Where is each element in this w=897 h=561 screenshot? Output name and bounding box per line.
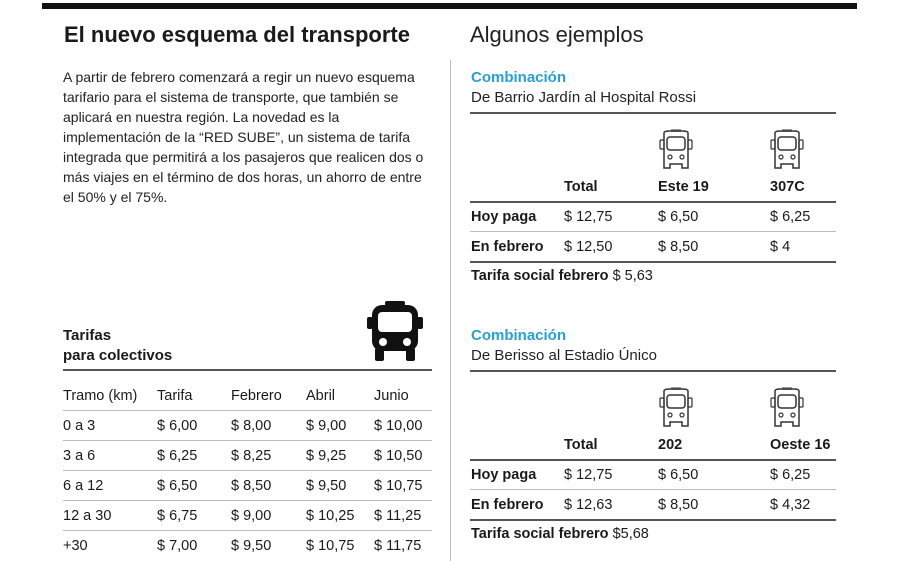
cell: $ 9,00 xyxy=(306,410,374,441)
row-divider xyxy=(470,231,836,232)
bus-icon xyxy=(768,386,806,433)
bus-icon xyxy=(367,301,423,361)
cell: $ 6,25 xyxy=(157,440,231,471)
main-title: El nuevo esquema del transporte xyxy=(64,22,410,47)
social-fare: Tarifa social febrero $5,68 xyxy=(471,526,649,542)
cell: $ 10,50 xyxy=(374,440,432,471)
route-label: De Berisso al Estadio Único xyxy=(471,347,657,364)
row-label: En febrero xyxy=(471,239,544,255)
column-header: 202 xyxy=(658,437,683,453)
price-cell: $ 4,32 xyxy=(770,497,811,513)
cell: $ 11,25 xyxy=(374,500,432,531)
cell: $ 9,00 xyxy=(231,500,306,531)
header-rule xyxy=(470,201,836,203)
column-divider xyxy=(450,60,451,561)
table-row: 6 a 12 $ 6,50 $ 8,50 $ 9,50 $ 10,75 xyxy=(63,470,432,501)
route-label: De Barrio Jardín al Hospital Rossi xyxy=(471,89,697,106)
cell: 3 a 6 xyxy=(63,440,157,471)
cell: 6 a 12 xyxy=(63,470,157,501)
column-header: Este 19 xyxy=(658,179,709,195)
cell: $ 6,00 xyxy=(157,410,231,441)
fares-title-line2: para colectivos xyxy=(63,347,173,364)
table-row: 0 a 3 $ 6,00 $ 8,00 $ 9,00 $ 10,00 xyxy=(63,410,432,441)
row-divider xyxy=(470,489,836,490)
social-fare-label: Tarifa social febrero xyxy=(471,268,609,284)
fares-rule xyxy=(63,369,432,371)
cell: 0 a 3 xyxy=(63,410,157,441)
social-fare-label: Tarifa social febrero xyxy=(471,526,609,542)
bus-icon xyxy=(657,128,695,175)
cell: +30 xyxy=(63,530,157,560)
price-cell: $ 6,25 xyxy=(770,209,811,225)
column-header: Total xyxy=(564,179,598,195)
bus-icon xyxy=(657,386,695,433)
cell: $ 10,75 xyxy=(306,530,374,560)
cell: $ 8,50 xyxy=(231,470,306,501)
table-row: +30 $ 7,00 $ 9,50 $ 10,75 $ 11,75 xyxy=(63,530,432,560)
combination-label: Combinación xyxy=(471,327,567,344)
intro-paragraph: A partir de febrero comenzará a regir un… xyxy=(63,69,424,205)
bottom-rule xyxy=(470,261,836,263)
column-header: Oeste 16 xyxy=(770,437,831,453)
table-header-row: Tramo (km) Tarifa Febrero Abril Junio xyxy=(63,381,432,411)
column-header: 307C xyxy=(770,179,805,195)
route-rule xyxy=(470,370,836,372)
price-cell: $ 6,25 xyxy=(770,467,811,483)
cell: $ 10,75 xyxy=(374,470,432,501)
price-cell: $ 8,50 xyxy=(658,497,699,513)
cell: $ 8,00 xyxy=(231,410,306,441)
bus-icon xyxy=(768,128,806,175)
header-cell: Febrero xyxy=(231,387,282,404)
cell: $ 8,25 xyxy=(231,440,306,471)
combination-label: Combinación xyxy=(471,69,567,86)
cell: $ 9,25 xyxy=(306,440,374,471)
price-cell: $ 6,50 xyxy=(658,467,699,483)
social-fare-value: $5,68 xyxy=(612,526,649,542)
cell: $ 6,50 xyxy=(157,470,231,501)
row-label: Hoy paga xyxy=(471,209,537,225)
social-fare-value: $ 5,63 xyxy=(612,268,653,284)
price-cell: $ 6,50 xyxy=(658,209,699,225)
price-cell: $ 12,75 xyxy=(564,209,613,225)
header-rule xyxy=(470,459,836,461)
route-rule xyxy=(470,112,836,114)
fares-table-title: Tarifas para colectivos xyxy=(63,326,172,366)
header-cell: Tarifa xyxy=(157,387,193,404)
price-cell: $ 12,50 xyxy=(564,239,613,255)
cell: $ 9,50 xyxy=(231,530,306,560)
header-cell: Abril xyxy=(306,387,336,404)
fares-title-line1: Tarifas xyxy=(63,327,112,344)
row-label: Hoy paga xyxy=(471,467,537,483)
header-cell: Tramo (km) xyxy=(63,387,138,404)
row-label: En febrero xyxy=(471,497,544,513)
social-fare: Tarifa social febrero $ 5,63 xyxy=(471,268,653,284)
price-cell: $ 12,63 xyxy=(564,497,613,513)
table-row: 12 a 30 $ 6,75 $ 9,00 $ 10,25 $ 11,25 xyxy=(63,500,432,531)
price-cell: $ 12,75 xyxy=(564,467,613,483)
fares-table: Tramo (km) Tarifa Febrero Abril Junio 0 … xyxy=(63,381,432,560)
price-cell: $ 8,50 xyxy=(658,239,699,255)
cell: $ 11,75 xyxy=(374,530,432,560)
cell: $ 10,00 xyxy=(374,410,432,441)
top-bar xyxy=(42,3,857,9)
cell: $ 10,25 xyxy=(306,500,374,531)
price-cell: $ 4 xyxy=(770,239,791,255)
cell: 12 a 30 xyxy=(63,500,157,531)
cell: $ 7,00 xyxy=(157,530,231,560)
cell: $ 9,50 xyxy=(306,470,374,501)
header-cell: Junio xyxy=(374,387,409,404)
table-row: 3 a 6 $ 6,25 $ 8,25 $ 9,25 $ 10,50 xyxy=(63,440,432,471)
cell: $ 6,75 xyxy=(157,500,231,531)
examples-title: Algunos ejemplos xyxy=(470,22,644,47)
column-header: Total xyxy=(564,437,598,453)
bottom-rule xyxy=(470,519,836,521)
